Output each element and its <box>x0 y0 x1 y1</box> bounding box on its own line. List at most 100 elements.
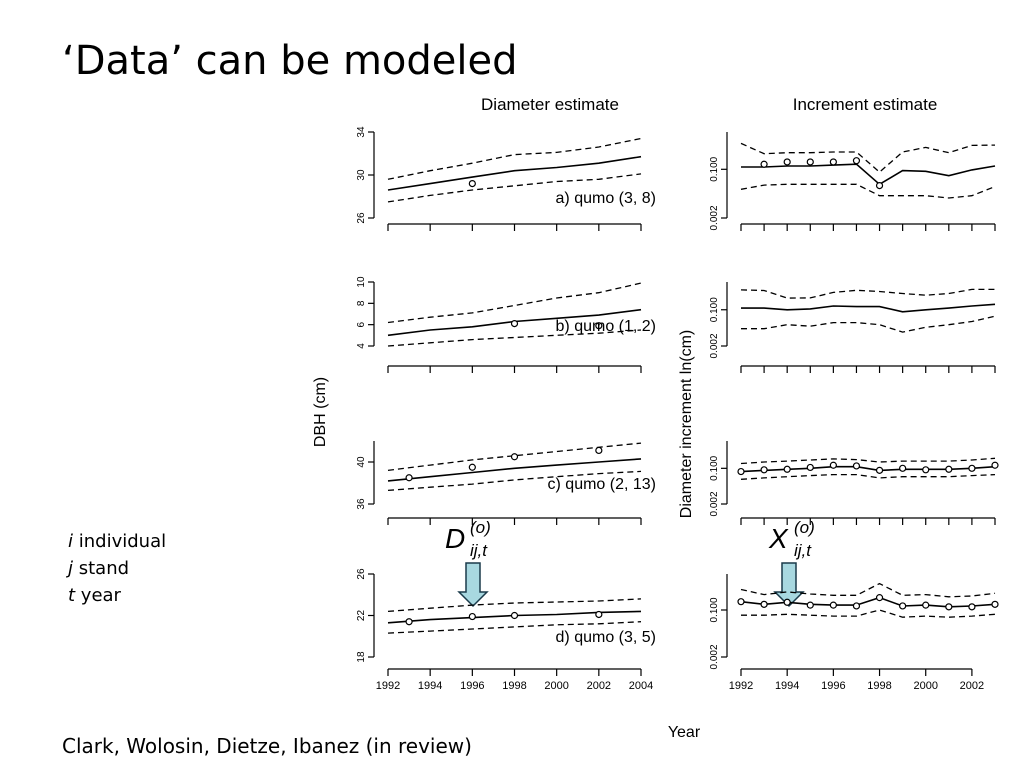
observation-point <box>737 598 745 606</box>
interval-line-lower <box>387 621 642 634</box>
y-tick-label: 0.002 <box>709 205 720 230</box>
down-arrow-icon <box>457 562 489 608</box>
interval-line-upper <box>387 137 642 180</box>
observation-point <box>829 601 837 609</box>
observation-point <box>875 466 884 474</box>
mean-line <box>387 458 642 482</box>
diameter-panel-2: 4 6 8 10 b) qumo (1, 2) <box>356 276 656 373</box>
x-tick-label: 2000 <box>544 680 568 692</box>
interval-line-upper <box>740 457 996 465</box>
index-meaning: stand <box>78 558 130 579</box>
interval-line-lower <box>387 173 642 203</box>
x-tick-label: 1994 <box>418 680 442 692</box>
y-tick-label: 30 <box>356 169 367 181</box>
panel-label: c) qumo (2, 13) <box>548 476 656 493</box>
diameter-column-title: Diameter estimate <box>481 95 619 114</box>
interval-line-lower <box>741 609 996 618</box>
x-tick-label: 1996 <box>821 680 845 692</box>
index-meaning: year <box>80 585 121 606</box>
symbol-subscript: ij,t <box>470 541 488 560</box>
observation-point <box>760 160 768 168</box>
y-tick-label: 22 <box>356 610 367 622</box>
index-meaning: individual <box>78 531 167 552</box>
index-legend-item: j stand <box>68 555 166 582</box>
symbol-subscript: ij,t <box>794 541 812 560</box>
x-tick-label: 1998 <box>502 680 526 692</box>
observation-point <box>875 181 884 190</box>
panel-label: b) qumo (1, 2) <box>556 318 656 335</box>
x-tick-label: 1992 <box>376 680 400 692</box>
observation-point <box>595 322 603 330</box>
diameter-panel-4: 18 22 26 1992 1994 1996 1998 2000 2002 2004 d) qum… <box>356 568 656 692</box>
chart-panels: 26 30 34 a) qumo (3, 8) 4 6 8 10 b) qumo (1, 2) 3… <box>356 126 999 692</box>
year-axis-label: Year <box>668 724 701 741</box>
observation-point <box>405 474 413 482</box>
x-tick-label: 2002 <box>587 680 611 692</box>
symbol-superscript: (o) <box>470 518 491 537</box>
diameter-observation-symbol: D (o) ij,t <box>445 518 491 560</box>
observation-point <box>991 461 999 469</box>
y-tick-label: 6 <box>356 321 367 327</box>
observation-point <box>945 603 953 611</box>
observation-point <box>468 463 476 471</box>
increment-column-title: Increment estimate <box>793 95 938 114</box>
y-tick-label: 0.100 <box>709 455 720 480</box>
interval-line-lower <box>387 470 642 492</box>
panel-label: d) qumo (3, 5) <box>556 629 656 646</box>
observation-point <box>875 594 884 602</box>
index-letter: j <box>68 558 74 579</box>
x-tick-label: 2000 <box>913 680 937 692</box>
observation-point <box>595 610 603 619</box>
observation-point <box>405 618 413 626</box>
observation-point <box>806 601 814 609</box>
increment-panel-1: 0.002 0.100 <box>709 132 996 231</box>
observation-point <box>737 467 745 476</box>
observation-point <box>510 453 519 461</box>
index-legend-item: t year <box>68 582 166 609</box>
y-tick-label: 0.002 <box>709 491 720 516</box>
y-tick-label: 0.100 <box>709 297 720 322</box>
y-tick-label: 18 <box>356 651 367 663</box>
interval-line-upper <box>740 142 996 173</box>
observation-point <box>922 466 930 474</box>
index-letter: i <box>68 531 74 552</box>
observation-point <box>783 465 791 473</box>
y-tick-label: 26 <box>356 568 367 580</box>
interval-line-upper <box>740 582 996 598</box>
x-tick-label: 1992 <box>729 680 753 692</box>
diameter-panel-1: 26 30 34 a) qumo (3, 8) <box>356 126 656 231</box>
observation-point <box>829 461 837 469</box>
interval-line-upper <box>740 288 995 299</box>
index-letter: t <box>68 585 76 606</box>
increment-axis-label: Diameter increment ln(cm) <box>678 330 695 518</box>
observation-point <box>510 611 519 620</box>
symbol-superscript: (o) <box>794 518 815 537</box>
y-tick-label: 10 <box>356 276 367 288</box>
x-tick-label: 1998 <box>867 680 891 692</box>
y-tick-label: 4 <box>356 343 367 349</box>
interval-line-upper <box>387 598 642 613</box>
increment-panel-4: 0.002 0.100 1992 1994 1996 1998 2000 2002 <box>709 574 999 692</box>
mean-line <box>741 303 996 313</box>
observation-point <box>783 158 791 166</box>
index-legend-item: i individual <box>68 528 166 555</box>
increment-panel-3: 0.002 0.100 <box>709 441 999 525</box>
observation-point <box>852 462 861 470</box>
observation-point <box>899 602 907 610</box>
y-tick-label: 34 <box>356 126 367 138</box>
observation-point <box>922 601 930 609</box>
x-tick-label: 2004 <box>629 680 653 692</box>
y-tick-label: 40 <box>356 456 367 468</box>
y-tick-label: 0.002 <box>709 333 720 358</box>
y-tick-label: 26 <box>356 212 367 224</box>
mean-line <box>741 163 996 186</box>
observation-point <box>595 446 603 455</box>
citation: Clark, Wolosin, Dietze, Ibanez (in revie… <box>62 734 472 758</box>
observation-point <box>468 180 476 188</box>
observation-point <box>991 600 999 608</box>
mean-line <box>740 465 996 473</box>
interval-line-lower <box>741 315 996 333</box>
interval-line-lower <box>740 183 996 199</box>
observation-point <box>968 464 976 472</box>
